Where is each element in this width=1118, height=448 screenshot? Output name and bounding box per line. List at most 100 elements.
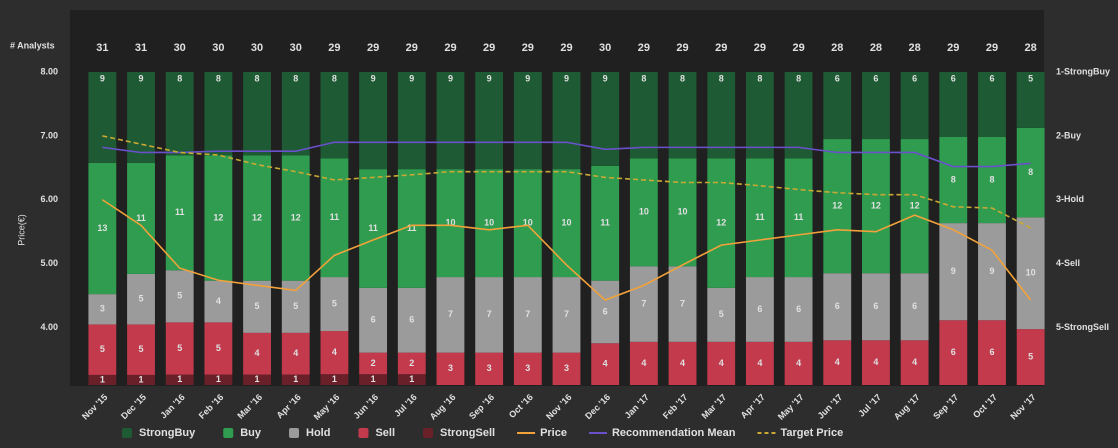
bar-segment xyxy=(707,72,736,159)
bar-segment xyxy=(165,322,194,375)
bar-segment xyxy=(127,273,155,325)
bar-segment xyxy=(862,139,890,274)
segment-label: 8 xyxy=(293,73,298,83)
segment-label: 11 xyxy=(794,212,804,222)
segment-label: 8 xyxy=(680,73,685,83)
analyst-count: 29 xyxy=(560,42,572,54)
bar-segment xyxy=(513,169,542,278)
segment-label: 4 xyxy=(912,357,917,367)
analysts-label: # Analysts xyxy=(10,40,55,50)
bar-segment xyxy=(320,277,349,332)
analyst-count: 30 xyxy=(290,42,302,54)
bar-segment xyxy=(668,72,697,159)
bar-segment xyxy=(1016,217,1045,330)
segment-label: 9 xyxy=(139,73,144,83)
bar-segment xyxy=(823,273,852,341)
bar-segment xyxy=(88,324,117,375)
legend-label: Recommendation Mean xyxy=(612,427,736,439)
segment-label: 8 xyxy=(796,73,801,83)
analyst-count: 29 xyxy=(367,42,379,54)
analyst-count: 29 xyxy=(483,42,495,54)
segment-label: 7 xyxy=(564,309,569,319)
segment-label: 6 xyxy=(757,304,762,314)
bar-segment xyxy=(475,169,504,278)
bar-segment xyxy=(475,352,504,385)
segment-label: 8 xyxy=(255,73,260,83)
bar-segment xyxy=(823,139,852,274)
segment-label: 6 xyxy=(603,306,608,316)
analyst-count: 28 xyxy=(831,42,843,54)
bar-segment xyxy=(745,72,774,159)
segment-label: 6 xyxy=(912,73,917,83)
bar-segment xyxy=(707,341,736,385)
bar-segment xyxy=(165,155,194,271)
bar-segment xyxy=(862,340,890,385)
bar-segment xyxy=(591,165,620,281)
bar-segment xyxy=(397,72,426,170)
segment-label: 1 xyxy=(371,374,376,384)
bar-segment xyxy=(629,158,658,267)
segment-label: 1 xyxy=(255,374,260,384)
bar-segment xyxy=(204,280,233,323)
bar-segment xyxy=(900,139,929,274)
bar-segment xyxy=(591,343,620,385)
segment-label: 9 xyxy=(603,73,608,83)
segment-label: 9 xyxy=(487,73,492,83)
bar-segment xyxy=(552,277,581,353)
analyst-count: 30 xyxy=(599,42,611,54)
segment-label: 8 xyxy=(216,73,221,83)
segment-label: 6 xyxy=(951,347,956,357)
segment-label: 12 xyxy=(910,201,920,211)
segment-label: 11 xyxy=(368,223,378,233)
analyst-count: 29 xyxy=(522,42,534,54)
segment-label: 4 xyxy=(757,358,762,368)
bar-segment xyxy=(862,72,890,140)
bar-segment xyxy=(281,332,310,375)
bar-segment xyxy=(823,340,852,385)
segment-label: 5 xyxy=(293,301,298,311)
segment-label: 10 xyxy=(639,207,649,217)
line-series xyxy=(101,199,1032,301)
analyst-count: 29 xyxy=(715,42,727,54)
bar-segment xyxy=(243,155,271,281)
segment-label: 5 xyxy=(177,343,182,353)
bar-segment xyxy=(204,322,233,375)
bar-segment xyxy=(629,266,658,342)
bar-segment xyxy=(436,72,465,170)
legend-swatch xyxy=(423,428,434,438)
y2-tick-label: 3-Hold xyxy=(1056,194,1084,204)
bar-segment xyxy=(243,72,271,156)
bar-segment xyxy=(397,287,426,353)
segment-label: 5 xyxy=(139,294,144,304)
bar-segment xyxy=(745,341,774,385)
segment-label: 10 xyxy=(484,217,494,227)
bar-segment xyxy=(862,273,890,341)
bar-segment xyxy=(127,324,155,375)
segment-label: 4 xyxy=(680,358,685,368)
analyst-count: 29 xyxy=(792,42,804,54)
y-axis-label: Price(€) xyxy=(16,214,26,246)
bar-segment xyxy=(475,72,504,170)
bar-segment xyxy=(707,158,736,288)
bar-segment xyxy=(281,374,310,385)
segment-label: 5 xyxy=(332,298,337,308)
bar-segment xyxy=(475,277,504,353)
analyst-count: 30 xyxy=(174,42,186,54)
bar-segment xyxy=(165,72,194,156)
segment-label: 7 xyxy=(641,298,646,308)
bar-segment xyxy=(320,72,349,159)
segment-label: 9 xyxy=(371,73,376,83)
analyst-count: 28 xyxy=(1025,42,1037,54)
bar-segment xyxy=(165,374,194,385)
bar-segment xyxy=(668,158,697,267)
legend-label: StrongBuy xyxy=(139,427,196,439)
bar-segment xyxy=(320,374,349,385)
segment-label: 12 xyxy=(213,212,223,222)
segment-label: 5 xyxy=(719,309,724,319)
segment-label: 10 xyxy=(1026,268,1036,278)
segment-label: 8 xyxy=(989,174,994,184)
analyst-count: 30 xyxy=(251,42,263,54)
bar-segment xyxy=(823,72,852,140)
analyst-count: 29 xyxy=(676,42,688,54)
